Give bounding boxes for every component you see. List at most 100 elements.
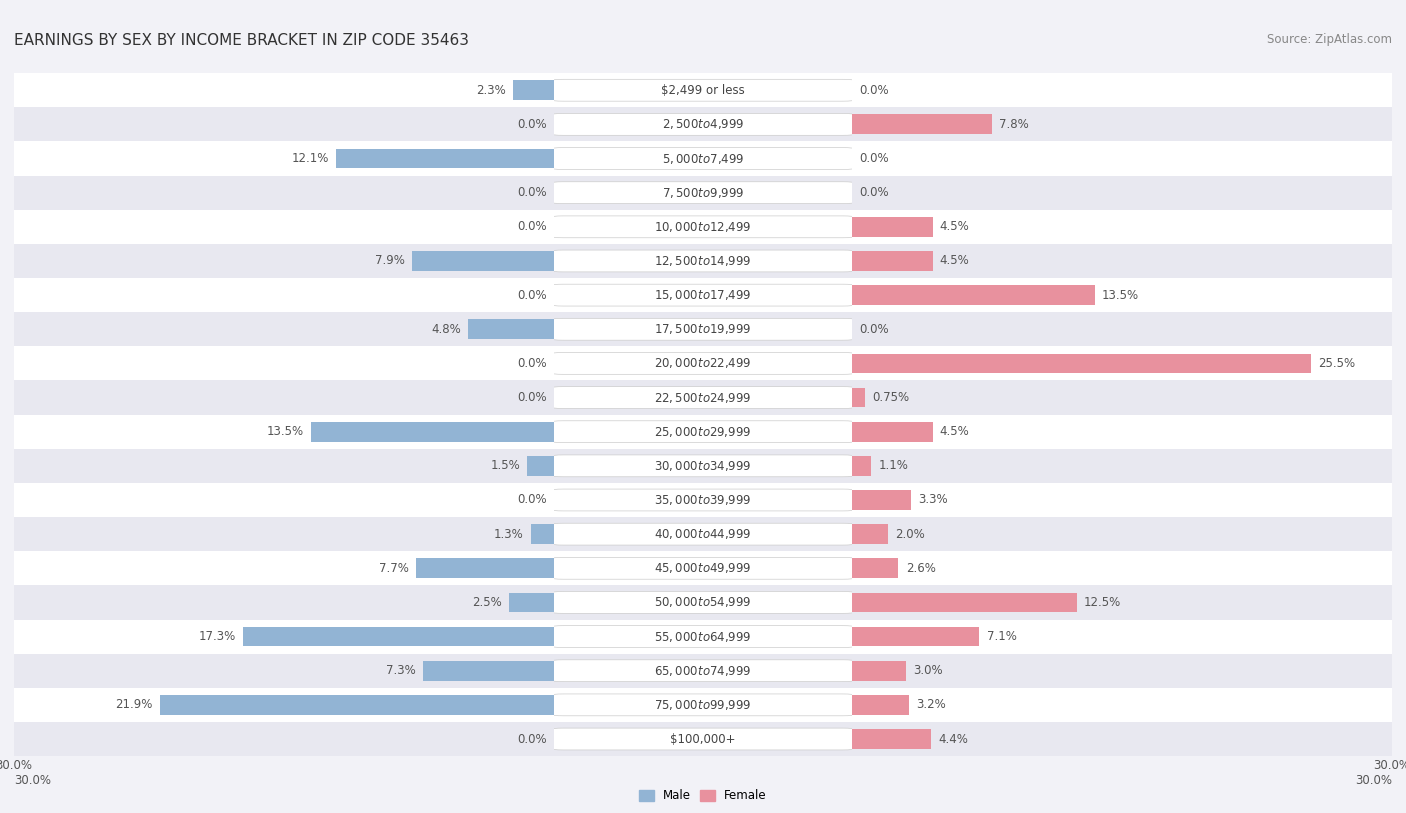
Bar (0, 449, 1406, 483)
Text: Source: ZipAtlas.com: Source: ZipAtlas.com (1267, 33, 1392, 46)
Text: 0.0%: 0.0% (859, 152, 889, 165)
Bar (0, 620, 1406, 654)
Text: $75,000 to $99,999: $75,000 to $99,999 (654, 698, 752, 712)
Text: 0.0%: 0.0% (517, 186, 547, 199)
FancyBboxPatch shape (551, 728, 855, 750)
Bar (0, 517, 1406, 551)
Bar (0, 415, 1406, 449)
Bar (0, 244, 1406, 278)
Text: 17.3%: 17.3% (198, 630, 236, 643)
Text: 30.0%: 30.0% (1355, 774, 1392, 787)
Bar (336, 149, 554, 168)
Bar (416, 559, 554, 578)
FancyBboxPatch shape (551, 660, 855, 681)
Bar (0, 210, 1406, 244)
Bar (0, 73, 1406, 107)
Text: $20,000 to $22,499: $20,000 to $22,499 (654, 356, 752, 371)
Text: 30.0%: 30.0% (14, 774, 51, 787)
Text: 4.8%: 4.8% (432, 323, 461, 336)
Text: $7,500 to $9,999: $7,500 to $9,999 (662, 185, 744, 200)
Bar (0, 278, 1406, 312)
Bar (0, 176, 1406, 210)
Text: 0.0%: 0.0% (517, 733, 547, 746)
Bar (852, 627, 980, 646)
Text: $5,000 to $7,499: $5,000 to $7,499 (662, 151, 744, 166)
Bar (0, 551, 1406, 585)
Text: 2.3%: 2.3% (477, 84, 506, 97)
Text: 4.5%: 4.5% (939, 425, 970, 438)
Text: $15,000 to $17,499: $15,000 to $17,499 (654, 288, 752, 302)
Bar (0, 654, 1406, 688)
Bar (0, 551, 1406, 585)
Bar (0, 449, 1406, 483)
Bar (0, 107, 1406, 141)
Bar (0, 73, 1406, 107)
Bar (0, 551, 1406, 585)
Text: 21.9%: 21.9% (115, 698, 153, 711)
Text: 0.0%: 0.0% (859, 323, 889, 336)
Bar (0, 483, 1406, 517)
Bar (412, 251, 554, 271)
Bar (852, 251, 932, 271)
Bar (0, 176, 1406, 210)
Bar (0, 176, 1406, 210)
Text: 1.5%: 1.5% (491, 459, 520, 472)
Text: $45,000 to $49,999: $45,000 to $49,999 (654, 561, 752, 576)
Bar (0, 449, 1406, 483)
Text: 7.1%: 7.1% (987, 630, 1017, 643)
Bar (0, 688, 1406, 722)
Bar (852, 422, 932, 441)
Bar (852, 388, 865, 407)
Bar (852, 524, 887, 544)
FancyBboxPatch shape (551, 489, 855, 511)
FancyBboxPatch shape (551, 80, 855, 101)
Bar (852, 490, 911, 510)
Bar (0, 620, 1406, 654)
Bar (0, 688, 1406, 722)
Text: 0.0%: 0.0% (859, 186, 889, 199)
Bar (0, 722, 1406, 756)
Bar (423, 661, 554, 680)
Text: $17,500 to $19,999: $17,500 to $19,999 (654, 322, 752, 337)
Bar (0, 244, 1406, 278)
Text: 25.5%: 25.5% (1317, 357, 1355, 370)
Bar (0, 517, 1406, 551)
Bar (513, 80, 554, 100)
Bar (0, 278, 1406, 312)
Text: 3.2%: 3.2% (917, 698, 946, 711)
Text: EARNINGS BY SEX BY INCOME BRACKET IN ZIP CODE 35463: EARNINGS BY SEX BY INCOME BRACKET IN ZIP… (14, 33, 470, 47)
FancyBboxPatch shape (551, 626, 855, 647)
Bar (0, 380, 1406, 415)
Bar (0, 585, 1406, 620)
Bar (852, 217, 932, 237)
Text: 7.8%: 7.8% (1000, 118, 1029, 131)
Bar (0, 107, 1406, 141)
FancyBboxPatch shape (551, 285, 855, 306)
Text: 0.0%: 0.0% (517, 118, 547, 131)
Text: $25,000 to $29,999: $25,000 to $29,999 (654, 424, 752, 439)
Text: 12.5%: 12.5% (1084, 596, 1121, 609)
Bar (0, 141, 1406, 176)
Bar (0, 585, 1406, 620)
Text: $55,000 to $64,999: $55,000 to $64,999 (654, 629, 752, 644)
FancyBboxPatch shape (551, 319, 855, 340)
Bar (509, 593, 554, 612)
FancyBboxPatch shape (551, 524, 855, 545)
Bar (531, 524, 554, 544)
Bar (0, 722, 1406, 756)
Text: $65,000 to $74,999: $65,000 to $74,999 (654, 663, 752, 678)
Bar (527, 456, 554, 476)
Text: 13.5%: 13.5% (1102, 289, 1139, 302)
Text: $2,499 or less: $2,499 or less (661, 84, 745, 97)
Text: 0.0%: 0.0% (517, 493, 547, 506)
Bar (0, 585, 1406, 620)
Bar (0, 346, 1406, 380)
Text: 7.9%: 7.9% (375, 254, 405, 267)
Text: 4.5%: 4.5% (939, 254, 970, 267)
Text: 3.3%: 3.3% (918, 493, 948, 506)
FancyBboxPatch shape (551, 114, 855, 135)
Bar (468, 320, 554, 339)
FancyBboxPatch shape (551, 182, 855, 203)
Text: $30,000 to $34,999: $30,000 to $34,999 (654, 459, 752, 473)
Text: 0.0%: 0.0% (517, 357, 547, 370)
